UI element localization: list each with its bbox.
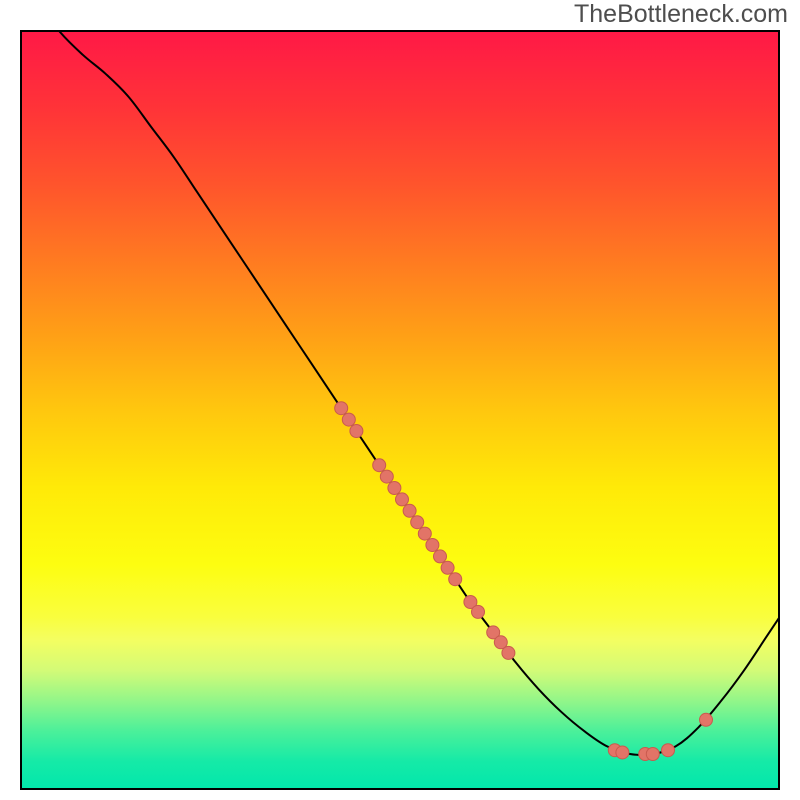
data-point-marker [342, 413, 355, 426]
data-point-marker [418, 527, 431, 540]
data-point-marker [388, 482, 401, 495]
data-point-marker [616, 746, 629, 759]
data-point-marker [350, 425, 363, 438]
data-point-marker [434, 550, 447, 563]
plot-area [20, 30, 780, 790]
data-point-marker [472, 605, 485, 618]
bottleneck-curve-layer [22, 32, 780, 790]
data-point-marker [502, 646, 515, 659]
data-point-marker [403, 504, 416, 517]
data-point-marker [411, 516, 424, 529]
bottleneck-curve [37, 32, 780, 755]
watermark-label: TheBottleneck.com [574, 0, 788, 29]
data-point-marker [396, 493, 409, 506]
data-point-marker [380, 470, 393, 483]
data-point-marker [662, 744, 675, 757]
data-point-marker [335, 402, 348, 415]
data-point-marker [373, 459, 386, 472]
data-point-marker [449, 573, 462, 586]
data-point-marker [426, 539, 439, 552]
data-point-marker [700, 713, 713, 726]
bottleneck-chart-container: TheBottleneck.com [0, 0, 800, 800]
data-point-marker [441, 561, 454, 574]
data-point-marker [646, 748, 659, 761]
data-point-markers [335, 402, 713, 761]
